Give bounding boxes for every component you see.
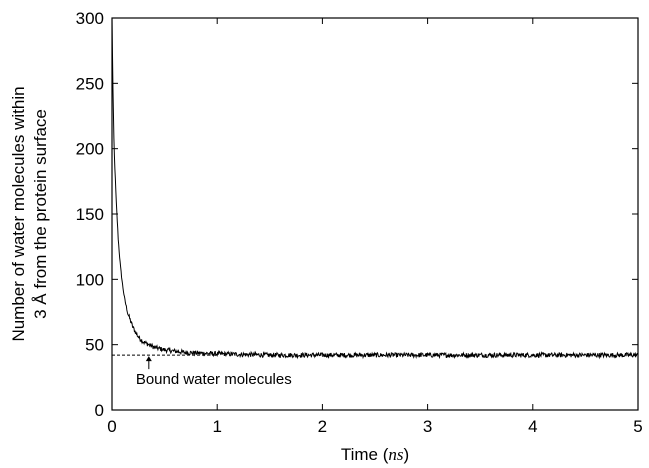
x-tick-labels: 0 1 2 3 4 5	[107, 417, 642, 436]
ticks	[111, 17, 639, 411]
y-tick-label: 250	[76, 74, 104, 93]
annotation-arrow-head	[145, 356, 152, 362]
x-axis-title-unit: ns	[388, 445, 404, 464]
x-tick-label: 3	[423, 417, 432, 436]
y-axis-title-line2: 3 Å from the protein surface	[31, 109, 50, 319]
plot-area: Bound water molecules	[111, 17, 639, 411]
series-line	[111, 17, 639, 360]
annotation-arrow	[145, 356, 152, 370]
y-axis-title-line1: Number of water molecules within	[9, 86, 28, 341]
x-axis-title: Time (ns)	[341, 445, 409, 464]
y-tick-label: 0	[95, 401, 104, 420]
x-tick-label: 0	[107, 417, 116, 436]
x-tick-label: 1	[212, 417, 221, 436]
y-tick-label: 300	[76, 9, 104, 28]
x-tick-label: 2	[318, 417, 327, 436]
x-tick-label: 4	[528, 417, 537, 436]
y-tick-label: 50	[85, 336, 104, 355]
x-tick-label: 5	[633, 417, 642, 436]
y-tick-label: 100	[76, 270, 104, 289]
y-tick-label: 150	[76, 205, 104, 224]
x-axis-title-suffix: )	[403, 445, 409, 464]
y-tick-labels: 0 50 100 150 200 250 300	[76, 9, 104, 420]
y-tick-label: 200	[76, 140, 104, 159]
annotation-label: Bound water molecules	[136, 371, 292, 388]
x-axis-title-prefix: Time (	[341, 445, 389, 464]
